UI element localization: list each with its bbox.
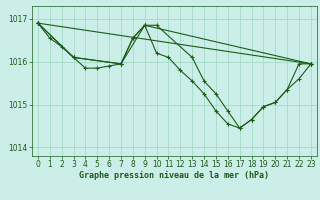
X-axis label: Graphe pression niveau de la mer (hPa): Graphe pression niveau de la mer (hPa) xyxy=(79,171,269,180)
